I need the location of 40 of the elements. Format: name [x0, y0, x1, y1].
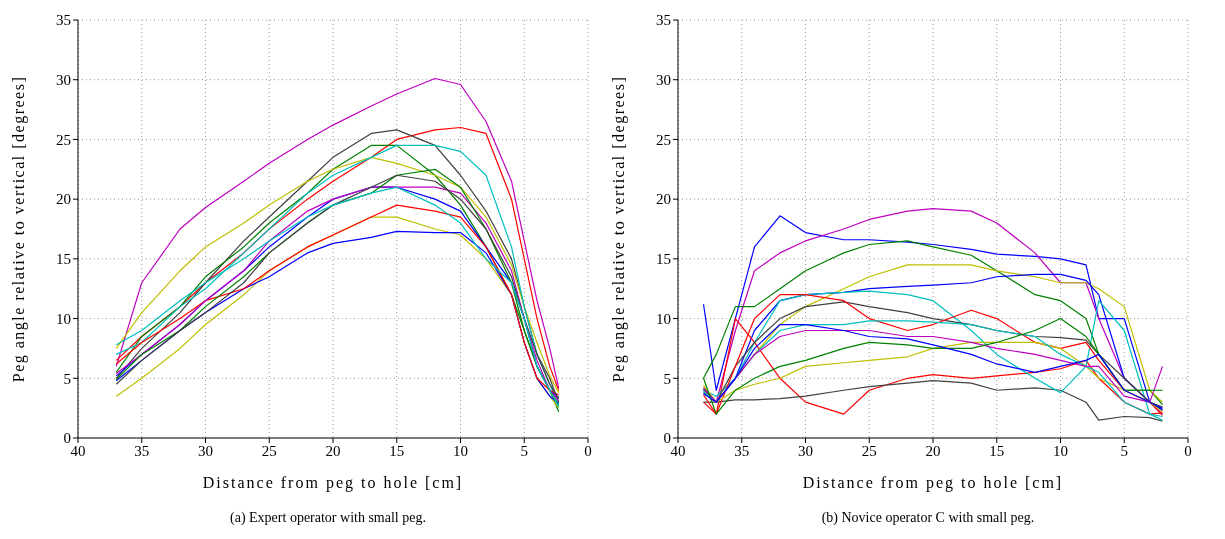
x-tick-label: 20: [325, 442, 341, 459]
y-tick-label: 5: [663, 370, 671, 387]
x-axis-title: Distance from peg to hole [cm]: [202, 474, 464, 492]
x-tick-label: 30: [798, 442, 813, 459]
x-tick-label: 15: [989, 442, 1005, 459]
x-tick-label: 30: [198, 442, 213, 459]
y-tick-label: 20: [656, 191, 671, 208]
y-tick-label: 30: [656, 72, 671, 89]
x-tick-label: 35: [734, 442, 750, 459]
y-axis-title: Peg angle relative to vertical [degrees]: [9, 75, 28, 383]
y-tick-label: 25: [56, 131, 71, 148]
y-tick-label: 0: [63, 430, 71, 447]
x-tick-label: 5: [1120, 442, 1128, 459]
y-tick-label: 25: [656, 131, 671, 148]
text: (b) Novice operator C with small peg.: [820, 510, 1036, 526]
x-tick-label: 25: [261, 442, 277, 459]
x-axis-title: Distance from peg to hole [cm]: [802, 474, 1064, 492]
text: (a) Expert operator with small peg.: [229, 510, 427, 526]
y-tick-label: 10: [56, 310, 71, 327]
x-tick-label: 0: [584, 442, 592, 459]
y-tick-label: 35: [56, 12, 71, 29]
x-tick-label: 10: [1053, 442, 1068, 459]
x-tick-label: 25: [861, 442, 877, 459]
x-tick-label: 40: [670, 442, 686, 459]
x-tick-label: 10: [453, 442, 468, 459]
y-tick-label: 10: [656, 310, 671, 327]
x-tick-label: 35: [134, 442, 150, 459]
y-tick-label: 35: [656, 12, 671, 29]
x-tick-label: 15: [389, 442, 405, 459]
y-tick-label: 0: [663, 430, 671, 447]
y-axis-title: Peg angle relative to vertical [degrees]: [609, 75, 628, 383]
y-tick-label: 5: [63, 370, 71, 387]
y-tick-label: 15: [656, 251, 671, 268]
x-tick-label: 40: [70, 442, 86, 459]
y-tick-label: 30: [56, 72, 71, 89]
x-tick-label: 20: [925, 442, 941, 459]
y-tick-label: 20: [56, 191, 71, 208]
x-tick-label: 0: [1184, 442, 1192, 459]
y-tick-label: 15: [56, 251, 71, 268]
x-tick-label: 5: [520, 442, 528, 459]
